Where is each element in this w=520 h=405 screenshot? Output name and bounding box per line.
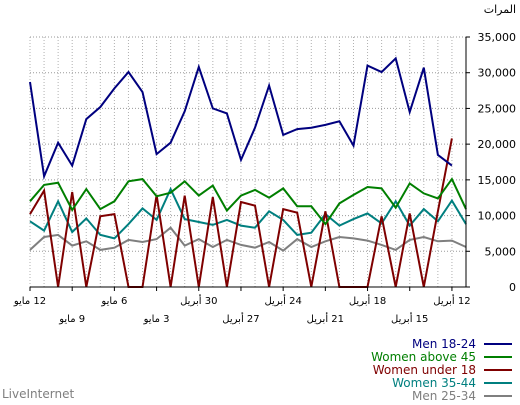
y-tick-label: 30,000 [478,67,517,80]
y-tick-label: 0 [509,281,516,294]
legend-swatch [484,394,512,397]
unit-label: المرات [483,3,516,16]
legend-swatch [484,368,512,371]
series-layer [29,56,467,288]
y-tick-label: 25,000 [478,102,517,115]
y-tick-label: 20,000 [478,138,517,151]
x-tick-label: 15 أبريل [391,312,428,325]
x-tick-label: 3 مايو [143,314,170,325]
legend-item: Men 25-34 [250,388,512,403]
brand-label: LiveInternet [2,387,75,401]
x-tick-label: 18 أبريل [349,294,386,307]
legend: Men 18-24 Women above 45 Women under 18 Wom… [250,336,512,403]
legend-label: Men 25-34 [411,388,476,403]
plot-area [30,37,465,286]
y-axis-ticks: 35,000 30,000 25,000 20,000 15,000 10,000 5,00… [466,31,516,294]
legend-item: Men 18-24 [250,336,512,351]
legend-item: Women under 18 [250,362,512,377]
y-tick-label: 35,000 [478,31,517,44]
x-tick-label: 12 أبريل [433,294,470,307]
legend-item: Women above 45 [250,349,512,364]
series-line-men-18-24 [29,56,453,180]
legend-item: Women 35-44 [250,375,512,390]
legend-label: Men 18-24 [411,336,476,351]
legend-swatch [484,381,512,384]
legend-label: Women above 45 [371,349,476,364]
y-tick-label: 5,000 [485,245,517,258]
legend-label: Women 35-44 [392,375,476,390]
series-line-men-25-34 [29,226,467,252]
x-tick-label: 30 أبريل [180,294,217,307]
x-tick-label: 12 مايو [13,296,46,307]
y-tick-label: 10,000 [478,210,517,223]
x-tick-label: 9 مايو [58,314,85,325]
legend-label: Women under 18 [372,362,476,377]
series-line-women-under-18 [29,138,453,288]
x-tick-label: 24 أبريل [264,294,301,307]
x-tick-label: 6 مايو [100,296,127,307]
x-tick-label: 21 أبريل [307,312,344,325]
x-axis-ticks: 12 مايو 6 مايو 30 أبريل 24 أبريل 18 أبريل 12 … [13,287,471,325]
legend-swatch [484,355,512,358]
y-tick-label: 15,000 [478,174,517,187]
legend-swatch [484,342,512,345]
series-line-women-above-45 [29,177,467,226]
x-tick-label: 27 أبريل [222,312,259,325]
